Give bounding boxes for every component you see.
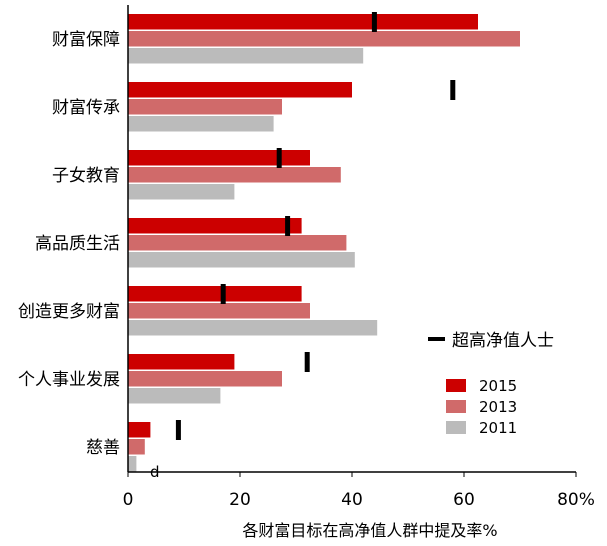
bar-2013-3	[128, 235, 347, 251]
legend: 超高净值人士 2015 2013 2011	[428, 331, 554, 437]
marker-3	[285, 216, 291, 236]
markers-layer	[175, 12, 456, 440]
legend-label-2013: 2013	[479, 398, 517, 416]
legend-label-2011: 2011	[479, 419, 517, 437]
x-tick-label: 0	[123, 490, 134, 510]
category-label: 子女教育	[52, 166, 120, 186]
bar-2013-6	[128, 439, 145, 455]
legend-label-2015: 2015	[479, 377, 517, 395]
category-label: 创造更多财富	[18, 302, 120, 322]
category-label: 财富保障	[52, 30, 120, 50]
x-tick-label: 20	[229, 490, 251, 510]
legend-marker-label: 超高净值人士	[452, 331, 554, 351]
category-label: 财富传承	[52, 98, 120, 118]
legend-swatch-2013	[446, 400, 466, 413]
x-ticks: 0 20 40 60 80%	[123, 472, 595, 510]
bar-2015-1	[128, 82, 352, 98]
bar-2013-2	[128, 167, 341, 183]
bar-2011-1	[128, 116, 274, 132]
bar-2015-2	[128, 150, 310, 166]
bar-2013-0	[128, 31, 520, 47]
marker-4	[220, 284, 226, 304]
bar-2015-6	[128, 422, 151, 438]
category-label: 慈善	[86, 438, 120, 458]
bar-2015-5	[128, 354, 235, 370]
bar-2011-0	[128, 48, 364, 64]
bar-2013-5	[128, 371, 282, 387]
x-tick-label: 60	[453, 490, 475, 510]
x-tick-label: 40	[341, 490, 363, 510]
bar-2011-5	[128, 388, 221, 404]
bar-2015-4	[128, 286, 302, 302]
bar-2013-4	[128, 303, 310, 319]
marker-2	[276, 148, 282, 168]
legend-swatch-2015	[446, 379, 466, 392]
x-axis-title: 各财富目标在高净值人群中提及率%	[242, 521, 497, 540]
bar-2011-3	[128, 252, 355, 268]
legend-marker-swatch	[428, 337, 445, 341]
marker-1	[450, 80, 456, 100]
marker-6	[175, 420, 181, 440]
category-label: 高品质生活	[35, 234, 120, 254]
annotation: d	[150, 463, 160, 481]
bar-2015-0	[128, 14, 478, 30]
bar-2015-3	[128, 218, 302, 234]
x-tick-label: 80%	[557, 490, 595, 510]
bar-2013-1	[128, 99, 282, 115]
bar-2011-6	[128, 456, 137, 472]
legend-swatch-2011	[446, 421, 466, 434]
bar-2011-4	[128, 320, 378, 336]
bars-layer	[128, 14, 520, 472]
marker-5	[304, 352, 310, 372]
category-label: 个人事业发展	[18, 370, 120, 390]
marker-0	[371, 12, 377, 32]
bar-2011-2	[128, 184, 235, 200]
